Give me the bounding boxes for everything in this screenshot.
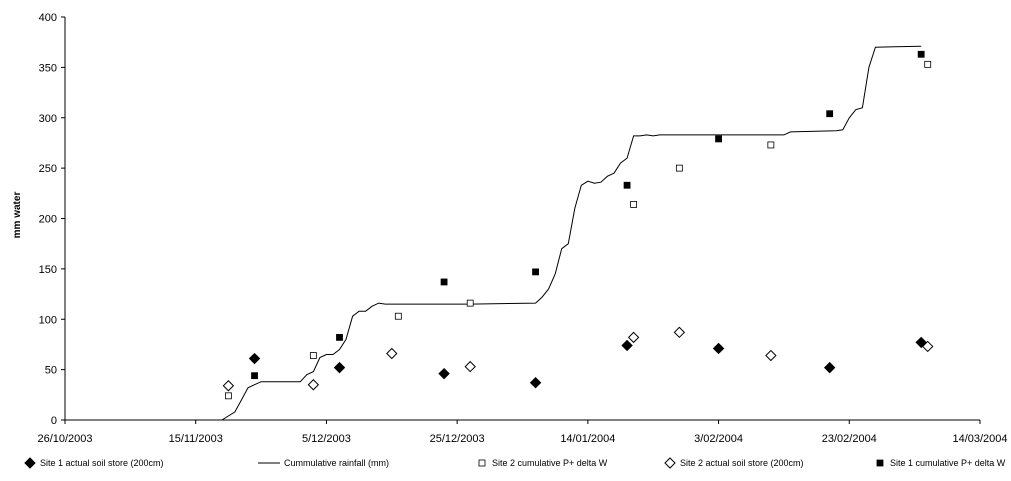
legend-label: Site 1 actual soil store (200cm): [40, 458, 164, 468]
series-line-cumulative-rainfall: [221, 45, 922, 421]
legend-marker: [24, 457, 36, 469]
data-point: [767, 141, 775, 149]
data-point: [336, 333, 343, 341]
data-point: [248, 352, 261, 365]
data-point: [627, 331, 640, 344]
data-point: [466, 299, 474, 307]
y-tick-label: 100: [39, 314, 57, 326]
legend-marker: [478, 459, 486, 467]
y-tick-label: 50: [45, 365, 57, 377]
legend-marker: [876, 459, 884, 467]
x-tick-label: 3/02/2004: [694, 433, 743, 445]
legend-label: Site 2 actual soil store (200cm): [680, 458, 804, 468]
data-point: [924, 60, 932, 68]
data-point: [623, 181, 631, 189]
y-tick-label: 0: [51, 415, 57, 427]
data-point: [673, 326, 686, 339]
data-point: [222, 380, 235, 392]
data-point: [386, 347, 398, 360]
data-point: [765, 349, 777, 362]
data-point: [224, 392, 232, 400]
x-tick-label: 26/10/2003: [37, 433, 92, 445]
data-point: [715, 135, 722, 143]
data-point: [826, 110, 834, 118]
data-point: [307, 379, 320, 391]
y-tick-label: 400: [39, 12, 57, 24]
data-point: [529, 377, 542, 389]
data-point: [630, 200, 638, 208]
data-point: [621, 339, 633, 352]
x-tick-label: 25/12/2003: [430, 433, 485, 445]
plot-area: 0 50 100 150 200 250 300 350 400 26/10/2003 15/11/…: [37, 12, 1007, 445]
legend-marker: [664, 457, 676, 469]
legend: Site 1 actual soil store (200cm) Cummulat…: [24, 457, 1006, 469]
data-point: [917, 50, 925, 58]
data-point: [309, 352, 317, 359]
y-tick-label: 200: [39, 214, 57, 226]
data-point: [712, 342, 725, 355]
x-tick-label: 14/03/2004: [952, 433, 1007, 445]
data-point: [922, 340, 934, 353]
data-point: [440, 278, 448, 286]
data-point: [394, 312, 402, 320]
data-point: [675, 164, 683, 172]
data-point: [532, 268, 539, 276]
y-tick-label: 350: [39, 62, 57, 74]
data-point: [438, 367, 450, 380]
data-point: [333, 361, 346, 374]
legend-label: Site 1 cumulative P+ delta W: [890, 458, 1006, 468]
y-tick-label: 300: [39, 113, 57, 125]
y-tick-label: 250: [39, 163, 57, 175]
legend-label: Cummulative rainfall (mm): [284, 458, 389, 468]
data-point: [251, 372, 258, 380]
x-tick-label: 14/01/2004: [560, 433, 615, 445]
data-point: [464, 360, 476, 373]
x-tick-label: 15/11/2003: [169, 433, 223, 445]
y-tick-label: 150: [39, 264, 57, 276]
x-tick-label: 23/02/2004: [822, 433, 877, 445]
x-tick-label: 5/12/2003: [302, 433, 351, 445]
y-axis-title: mm water: [12, 192, 23, 239]
legend-label: Site 2 cumulative P+ delta W: [492, 458, 608, 468]
data-point: [823, 361, 836, 374]
